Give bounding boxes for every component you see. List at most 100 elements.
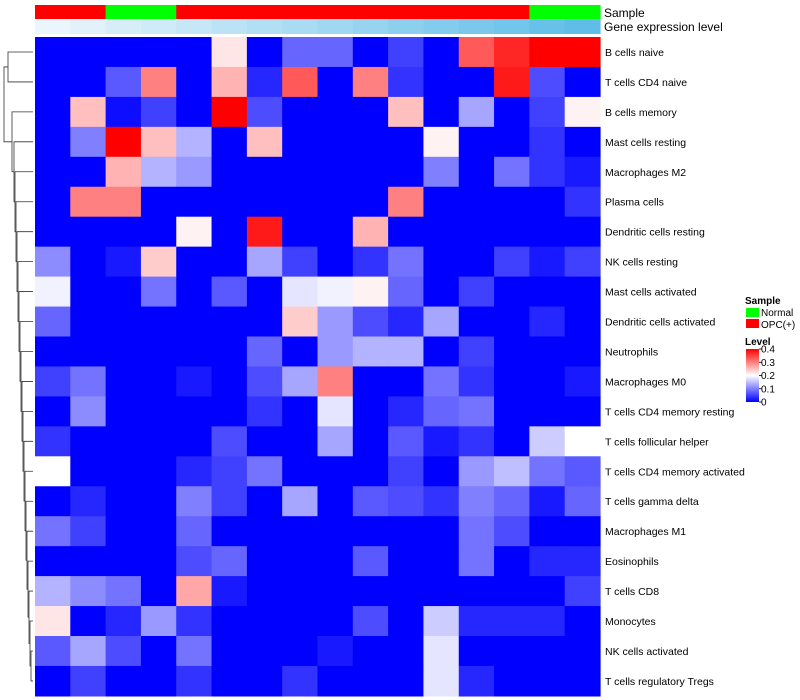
heatmap-cell (388, 576, 425, 607)
heatmap-cell (564, 246, 601, 278)
heatmap-cell (282, 186, 319, 218)
heatmap-cell (529, 186, 566, 218)
heatmap-cell (211, 456, 248, 487)
heatmap-cell (105, 96, 142, 128)
gene-expression-cell (317, 19, 354, 34)
heatmap-cell (564, 576, 601, 607)
heatmap-cell (282, 366, 319, 397)
heatmap-cell (35, 426, 71, 457)
heatmap-cell (352, 606, 389, 637)
heatmap-cell (282, 216, 319, 248)
heatmap-cell (458, 126, 495, 158)
heatmap-cell (317, 516, 354, 547)
heatmap-cell (246, 66, 283, 98)
heatmap-cell (176, 156, 213, 188)
heatmap-cell (211, 486, 248, 517)
row-label: Macrophages M0 (605, 376, 686, 388)
heatmap-cell (140, 636, 177, 667)
heatmap-cell (70, 576, 107, 607)
heatmap-cell (176, 546, 213, 577)
heatmap-cell (352, 665, 389, 697)
heatmap-cell (105, 186, 142, 218)
heatmap-cell (388, 66, 425, 98)
heatmap-cell (388, 186, 425, 218)
heatmap-cell (105, 246, 142, 278)
heatmap-cell (317, 456, 354, 487)
heatmap-cell (105, 156, 142, 188)
heatmap-cell (282, 276, 319, 308)
heatmap-cell (70, 516, 107, 547)
heatmap-cell (494, 516, 530, 547)
heatmap-cell (352, 276, 389, 308)
heatmap-cell (35, 276, 71, 308)
heatmap-cell (140, 426, 177, 457)
heatmap-cell (494, 96, 530, 128)
heatmap-cell (105, 366, 142, 397)
heatmap-cell (494, 396, 530, 427)
heatmap-cell (70, 665, 107, 697)
legend: Sample Normal OPC(+) Level 0.4 0.3 0.2 0.1 0 (745, 296, 795, 409)
heatmap-cell (211, 636, 248, 667)
heatmap-cell (423, 216, 460, 248)
heatmap-cell (529, 66, 566, 98)
heatmap-cell (105, 516, 142, 547)
row-label: Mast cells resting (605, 137, 686, 149)
row-label: Dendritic cells resting (605, 227, 705, 239)
heatmap-cell (352, 156, 389, 188)
heatmap-cell (388, 606, 425, 637)
heatmap-cell (423, 636, 460, 667)
heatmap-cell (564, 426, 601, 457)
heatmap-cell (35, 156, 71, 188)
heatmap-cell (458, 276, 495, 308)
heatmap-cell (564, 156, 601, 188)
heatmap-cell (246, 396, 283, 427)
heatmap-cell (317, 336, 354, 368)
gene-expression-cell (423, 19, 460, 34)
sample-cell (246, 5, 283, 19)
legend-sample-title: Sample (745, 296, 781, 307)
heatmap-cell (140, 37, 177, 68)
legend-level-tick-label: 0.1 (761, 384, 775, 395)
gene-expression-cell (211, 19, 248, 34)
heatmap-cell (35, 576, 71, 607)
heatmap-cell (529, 516, 566, 547)
heatmap-cell (352, 186, 389, 218)
sample-cell (458, 5, 495, 19)
heatmap-cell (317, 636, 354, 667)
heatmap-cell (246, 456, 283, 487)
heatmap-cell (105, 636, 142, 667)
heatmap-cell (529, 426, 566, 457)
heatmap-cell (529, 665, 566, 697)
heatmap-cell (494, 426, 530, 457)
heatmap-cell (494, 336, 530, 368)
heatmap-cell (282, 156, 319, 188)
heatmap-cell (423, 96, 460, 128)
heatmap-cell (246, 606, 283, 637)
heatmap-cell (494, 665, 530, 697)
heatmap-cell (282, 306, 319, 338)
heatmap-cell (282, 456, 319, 487)
heatmap-cell (176, 606, 213, 637)
heatmap-cell (564, 396, 601, 427)
heatmap-cell (529, 546, 566, 577)
heatmap-cell (176, 636, 213, 667)
sample-cell (105, 5, 142, 19)
legend-swatch-opc (746, 319, 759, 328)
row-label: T cells follicular helper (605, 436, 709, 448)
heatmap-cell (494, 126, 530, 158)
heatmap-cell (246, 486, 283, 517)
heatmap-cell (246, 246, 283, 278)
heatmap-cell (105, 665, 142, 697)
heatmap-cell (105, 426, 142, 457)
heatmap-cell (494, 486, 530, 517)
heatmap-cell (423, 366, 460, 397)
heatmap-cell (211, 396, 248, 427)
heatmap-cell (458, 96, 495, 128)
heatmap-cell (211, 516, 248, 547)
heatmap-cell (529, 396, 566, 427)
heatmap-cell (35, 306, 71, 338)
sample-cell (140, 5, 177, 19)
sample-cell (70, 5, 107, 19)
heatmap-cell (211, 606, 248, 637)
row-label: NK cells activated (605, 646, 689, 658)
